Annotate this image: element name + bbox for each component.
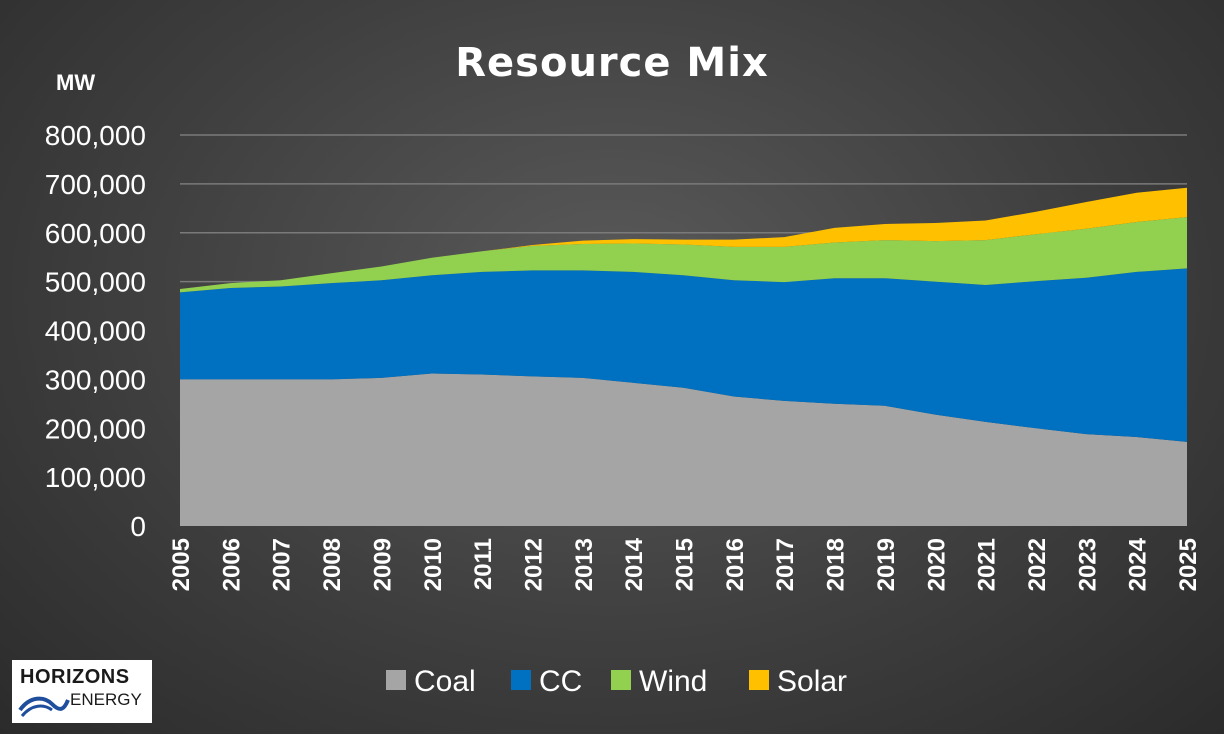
x-tick-label: 2019 (873, 538, 900, 591)
horizons-energy-logo: HORIZONS ENERGY (12, 660, 152, 723)
x-tick-label: 2015 (672, 538, 699, 591)
y-axis-ticks: 0 100,000 200,000 300,000 400,000 500,000 600,… (45, 120, 146, 542)
x-tick-label: 2024 (1125, 537, 1152, 591)
legend-swatch-cc (511, 670, 531, 690)
x-axis-ticks: 2005 2006 2007 2008 2009 2010 2011 2012 2013 2014… (168, 537, 1202, 591)
legend-swatch-coal (386, 670, 406, 690)
x-tick-label: 2016 (722, 538, 749, 591)
logo-line1: HORIZONS (20, 666, 130, 688)
legend-label-cc: CC (539, 665, 582, 698)
x-tick-label: 2012 (520, 538, 547, 591)
y-tick-label: 400,000 (45, 316, 146, 347)
x-tick-label: 2020 (923, 538, 950, 591)
x-tick-label: 2023 (1074, 538, 1101, 591)
logo-line2: ENERGY (70, 690, 142, 709)
y-unit-label: MW (56, 70, 95, 95)
area-solar (180, 187, 1187, 289)
swoosh-icon (18, 696, 70, 718)
stacked-areas (180, 187, 1187, 526)
y-tick-label: 500,000 (45, 267, 146, 298)
x-tick-label: 2008 (319, 538, 346, 591)
area-cc (180, 268, 1187, 442)
legend-label-coal: Coal (414, 665, 476, 698)
legend-label-solar: Solar (777, 665, 847, 698)
x-tick-label: 2007 (269, 538, 296, 591)
x-tick-label: 2011 (470, 538, 497, 590)
y-tick-label: 300,000 (45, 364, 146, 395)
x-tick-label: 2018 (823, 538, 850, 591)
x-tick-label: 2013 (571, 538, 598, 591)
y-tick-label: 100,000 (45, 462, 146, 493)
legend-swatch-wind (611, 670, 631, 690)
x-tick-label: 2009 (369, 538, 396, 591)
x-tick-label: 2022 (1024, 538, 1051, 591)
area-coal (180, 373, 1187, 526)
legend-label-wind: Wind (639, 665, 707, 698)
x-tick-label: 2005 (168, 538, 195, 591)
x-tick-label: 2006 (218, 538, 245, 591)
x-tick-label: 2017 (772, 538, 799, 591)
y-tick-label: 800,000 (45, 120, 146, 151)
y-tick-label: 200,000 (45, 413, 146, 444)
legend: Coal CC Wind Solar (386, 665, 847, 698)
chart-title: Resource Mix (455, 40, 769, 86)
y-tick-label: 600,000 (45, 218, 146, 249)
x-tick-label: 2014 (621, 537, 648, 591)
y-tick-label: 700,000 (45, 169, 146, 200)
x-tick-label: 2021 (974, 538, 1001, 591)
y-tick-label: 0 (130, 511, 146, 542)
area-wind (180, 217, 1187, 293)
x-tick-label: 2010 (420, 538, 447, 591)
legend-swatch-solar (749, 670, 769, 690)
x-tick-label: 2025 (1175, 538, 1202, 591)
